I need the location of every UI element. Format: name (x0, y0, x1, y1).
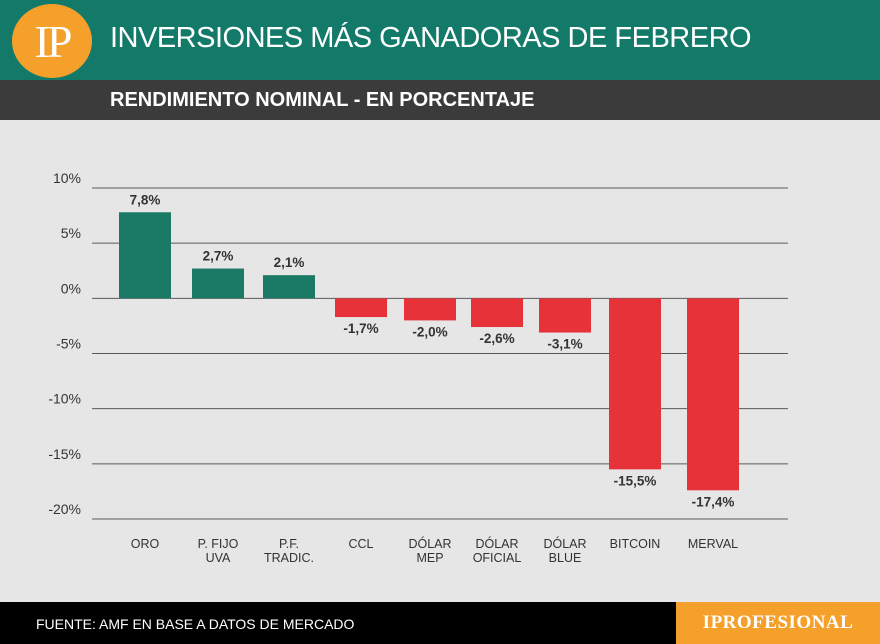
x-category-label: BITCOIN (610, 537, 661, 551)
x-category-label: DÓLAR (408, 536, 451, 551)
x-category-label: P. FIJO (198, 537, 239, 551)
bar (192, 268, 244, 299)
header-bar: IP INVERSIONES MÁS GANADORAS DE FEBRERO (0, 0, 880, 80)
page-title: INVERSIONES MÁS GANADORAS DE FEBRERO (110, 22, 752, 54)
data-label: -2,0% (412, 324, 447, 339)
data-label: 7,8% (130, 192, 161, 207)
brand-box: IPROFESIONAL (676, 602, 880, 644)
data-label: 2,1% (274, 255, 305, 270)
y-tick-label: 5% (61, 225, 81, 241)
bar (539, 298, 591, 333)
x-category-label: UVA (206, 551, 231, 565)
gridlines (92, 187, 788, 520)
data-label: 2,7% (203, 249, 234, 264)
x-category-label: ORO (131, 537, 160, 551)
source-note: FUENTE: AMF EN BASE A DATOS DE MERCADO (36, 616, 355, 632)
bar (609, 298, 661, 470)
bar (335, 298, 387, 318)
x-category-label: BLUE (549, 551, 582, 565)
bar (119, 212, 171, 299)
brand-logo: IPROFESIONAL (702, 612, 854, 633)
bar (687, 298, 739, 491)
y-tick-label: 0% (61, 280, 81, 296)
x-category-label: DÓLAR (543, 536, 586, 551)
logo-text: IP (34, 15, 73, 67)
x-category-label: TRADIC. (264, 551, 314, 565)
x-category-label: CCL (348, 537, 373, 551)
data-label: -1,7% (343, 321, 378, 336)
data-label: -15,5% (614, 473, 657, 488)
bar (263, 275, 315, 299)
x-category-label: DÓLAR (475, 536, 518, 551)
bar (471, 298, 523, 328)
bar (404, 298, 456, 321)
x-category-label: MERVAL (688, 537, 738, 551)
ip-logo: IP (12, 4, 92, 78)
y-tick-label: -15% (48, 446, 81, 462)
y-tick-label: -20% (48, 501, 81, 517)
bar-chart: 10% 5% 0% -5% -10% -15% -20% 7,8% ORO 2,7% P. FIJO… (48, 170, 788, 565)
y-tick-label: -10% (48, 391, 81, 407)
x-category-label: P.F. (279, 537, 299, 551)
subtitle-bar: RENDIMIENTO NOMINAL - EN PORCENTAJE (0, 80, 880, 120)
footer-bar: FUENTE: AMF EN BASE A DATOS DE MERCADO I… (0, 602, 880, 644)
y-tick-label: -5% (56, 336, 81, 352)
labels: 10% 5% 0% -5% -10% -15% -20% 7,8% ORO 2,7% P. FIJO… (48, 170, 738, 565)
data-label: -17,4% (692, 494, 735, 509)
chart-subtitle: RENDIMIENTO NOMINAL - EN PORCENTAJE (110, 89, 535, 111)
x-category-label: OFICIAL (473, 551, 522, 565)
y-tick-label: 10% (53, 170, 81, 186)
x-category-label: MEP (416, 551, 443, 565)
data-label: -2,6% (479, 331, 514, 346)
bars (119, 212, 739, 491)
data-label: -3,1% (547, 337, 582, 352)
